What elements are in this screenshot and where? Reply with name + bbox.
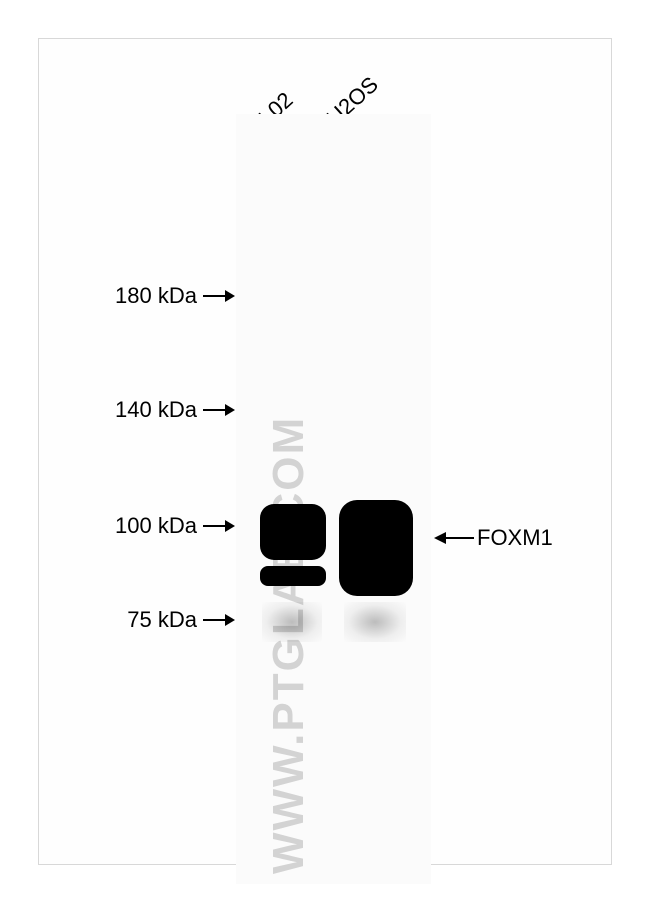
mw-arrow-100-icon [203,517,235,535]
smear-l02 [262,602,322,642]
mw-label-180-text: 180 kDa [115,283,197,308]
target-arrow-icon [434,529,474,547]
mw-label-140-text: 140 kDa [115,397,197,422]
band-u2os-main [339,500,413,596]
mw-label-100: 100 kDa [77,513,197,539]
mw-label-180: 180 kDa [77,283,197,309]
target-label-text: FOXM1 [477,525,553,550]
watermark-text: WWW.PTGLAB.COM [264,416,314,874]
mw-arrow-140-icon [203,401,235,419]
smear-u2os [344,602,406,642]
target-label: FOXM1 [477,525,553,551]
band-l02-main [260,504,326,560]
blot-membrane: WWW.PTGLAB.COM [236,114,431,884]
band-l02-lower [260,566,326,586]
mw-label-140: 140 kDa [77,397,197,423]
mw-label-75: 75 kDa [77,607,197,633]
mw-arrow-180-icon [203,287,235,305]
figure-frame: L02 U2OS WWW.PTGLAB.COM 180 kDa 140 kDa … [38,38,612,865]
mw-arrow-75-icon [203,611,235,629]
mw-label-100-text: 100 kDa [115,513,197,538]
mw-label-75-text: 75 kDa [127,607,197,632]
